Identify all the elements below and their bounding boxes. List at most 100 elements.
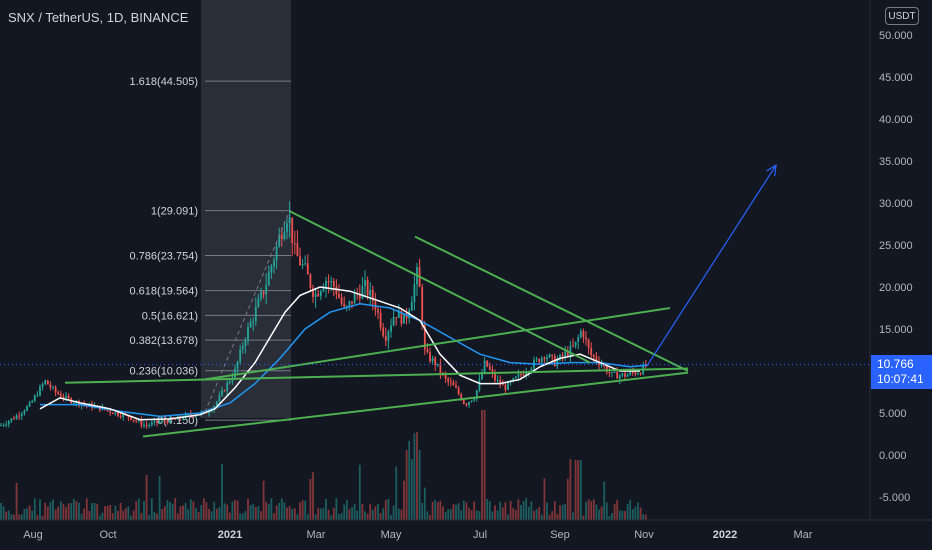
volume-bar bbox=[572, 512, 574, 520]
volume-bar bbox=[629, 499, 632, 520]
candle-body bbox=[161, 419, 164, 422]
volume-bar bbox=[548, 515, 551, 520]
volume-bar bbox=[109, 504, 112, 520]
volume-bar bbox=[626, 503, 629, 520]
candle-body bbox=[312, 287, 314, 297]
volume-bar bbox=[187, 509, 190, 520]
candle-body bbox=[260, 291, 262, 299]
candle-body bbox=[135, 420, 138, 422]
candle-body bbox=[535, 359, 538, 361]
volume-bar bbox=[608, 515, 611, 520]
volume-bar bbox=[327, 509, 330, 520]
candle-body bbox=[470, 400, 473, 403]
volume-bar bbox=[267, 504, 270, 520]
candle-body bbox=[491, 369, 494, 373]
price-tick-label: 0.000 bbox=[879, 450, 907, 462]
candle-body bbox=[106, 409, 109, 411]
price-axis[interactable]: 50.000 45.000 40.000 35.000 30.000 25.000 20.0… bbox=[879, 30, 913, 504]
candle-body bbox=[621, 373, 624, 376]
volume-bar bbox=[241, 513, 244, 520]
candle-body bbox=[132, 419, 135, 421]
candle-body bbox=[574, 341, 577, 346]
candle-body bbox=[512, 378, 515, 382]
time-tick-label: Jul bbox=[473, 529, 487, 541]
ma-fast-line bbox=[39, 286, 640, 421]
currency-button[interactable]: USDT bbox=[885, 7, 919, 25]
candle-body bbox=[335, 286, 338, 295]
volume-bar bbox=[361, 503, 364, 520]
volume-bar bbox=[13, 514, 15, 520]
volume-bar bbox=[577, 460, 580, 520]
volume-bar bbox=[317, 508, 320, 520]
price-tick-label: 15.000 bbox=[879, 324, 913, 336]
candle-body bbox=[65, 395, 67, 398]
fib-level-label: 0.236(10.036) bbox=[130, 366, 199, 378]
volume-bar bbox=[62, 503, 65, 520]
candle-body bbox=[572, 345, 574, 347]
volume-bar bbox=[613, 504, 616, 520]
volume-bar bbox=[335, 498, 338, 520]
volume-bar bbox=[26, 508, 28, 520]
price-tick-label: 20.000 bbox=[879, 282, 913, 294]
volume-bar bbox=[556, 513, 559, 520]
candle-body bbox=[114, 412, 117, 415]
candle-body bbox=[130, 417, 132, 420]
volume-bar bbox=[431, 501, 434, 520]
candle-body bbox=[163, 419, 166, 422]
volume-bar bbox=[296, 514, 299, 520]
candle-body bbox=[111, 412, 114, 415]
trendline bbox=[204, 307, 671, 381]
volume-bar bbox=[200, 504, 203, 520]
volume-bar bbox=[364, 511, 366, 520]
candle-body bbox=[200, 412, 203, 415]
volume-bar bbox=[80, 513, 83, 520]
candle-body bbox=[327, 280, 330, 283]
volume-bar bbox=[436, 502, 439, 520]
candle-body bbox=[122, 414, 125, 418]
price-tick-label: 45.000 bbox=[879, 72, 913, 84]
candle-body bbox=[280, 235, 283, 240]
candle-body bbox=[488, 366, 491, 370]
candle-body bbox=[262, 291, 265, 295]
volume-bar bbox=[15, 482, 18, 520]
volume-bar bbox=[595, 504, 598, 520]
volume-bar bbox=[621, 510, 624, 520]
candle-body bbox=[501, 384, 504, 386]
time-axis[interactable]: Aug Oct 2021 Mar May Jul Sep Nov 2022 Mar bbox=[23, 529, 813, 541]
volume-bar bbox=[512, 507, 515, 520]
volume-bar bbox=[72, 498, 75, 520]
volume-bar bbox=[145, 475, 148, 520]
candle-body bbox=[223, 390, 226, 392]
volume-bar bbox=[501, 507, 504, 520]
volume-bar bbox=[18, 514, 21, 520]
volume-bar bbox=[111, 513, 114, 520]
candle-body bbox=[67, 395, 70, 399]
volume-bar bbox=[481, 410, 483, 520]
candle-body bbox=[241, 346, 244, 350]
volume-bar bbox=[566, 478, 569, 520]
candle-body bbox=[618, 375, 621, 379]
trendline bbox=[142, 371, 689, 438]
volume-bar bbox=[356, 510, 359, 520]
candle-body bbox=[338, 294, 340, 298]
fib-level-label: 1.618(44.505) bbox=[130, 76, 199, 88]
volume-bar bbox=[631, 509, 634, 520]
volume-bar bbox=[104, 506, 106, 520]
volume-bar bbox=[418, 449, 421, 520]
candle-body bbox=[208, 411, 210, 414]
candle-body bbox=[473, 398, 476, 401]
volume-bar bbox=[117, 510, 119, 520]
candle-body bbox=[278, 235, 281, 247]
volume-bar bbox=[522, 500, 525, 520]
candle-body bbox=[299, 256, 301, 266]
trendline bbox=[289, 210, 591, 364]
candle-body bbox=[158, 421, 161, 423]
volume-bar bbox=[10, 514, 13, 520]
candle-body bbox=[624, 373, 626, 377]
volume-bar bbox=[330, 515, 333, 520]
volume-bar bbox=[44, 502, 47, 520]
volume-bar bbox=[579, 460, 582, 520]
volume-bar bbox=[369, 503, 372, 520]
candle-body bbox=[72, 402, 75, 404]
